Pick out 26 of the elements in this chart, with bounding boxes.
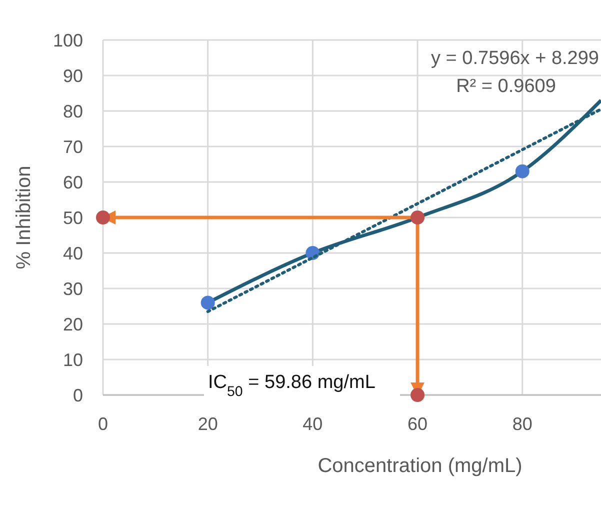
annotation: R² = 0.9609 <box>456 76 556 97</box>
y-tick-label: 30 <box>62 278 83 299</box>
y-tick-label: 70 <box>62 136 83 157</box>
x-tick-label: 60 <box>408 414 428 434</box>
y-tick-label: 80 <box>62 101 83 122</box>
y-tick-label: 20 <box>62 314 83 334</box>
point <box>410 210 425 224</box>
y-tick-label: 60 <box>62 172 83 192</box>
y-tick-label: 50 <box>62 208 83 228</box>
y-tick-label: 40 <box>62 243 83 264</box>
point <box>200 296 215 310</box>
y-tick-label: 10 <box>62 350 83 370</box>
y-tick-label: 100 <box>52 30 83 50</box>
annotation: y = 0.7596x + 8.299 <box>431 48 599 69</box>
y-tick-label: 0 <box>72 385 83 406</box>
point <box>410 388 425 402</box>
y-tick-label: 90 <box>62 66 83 86</box>
y-axis-title: % Inhibition <box>13 166 35 270</box>
x-tick-label: 20 <box>198 414 218 434</box>
x-tick-label: 0 <box>98 414 108 434</box>
point <box>96 210 110 224</box>
annotation: IC$_{50}$ = 59.86 mg/mL <box>208 372 376 400</box>
point <box>515 164 530 178</box>
x-axis-title: Concentration (mg/mL) <box>318 455 522 477</box>
x-tick-label: 80 <box>512 414 532 434</box>
x-tick-label: 40 <box>302 414 323 434</box>
